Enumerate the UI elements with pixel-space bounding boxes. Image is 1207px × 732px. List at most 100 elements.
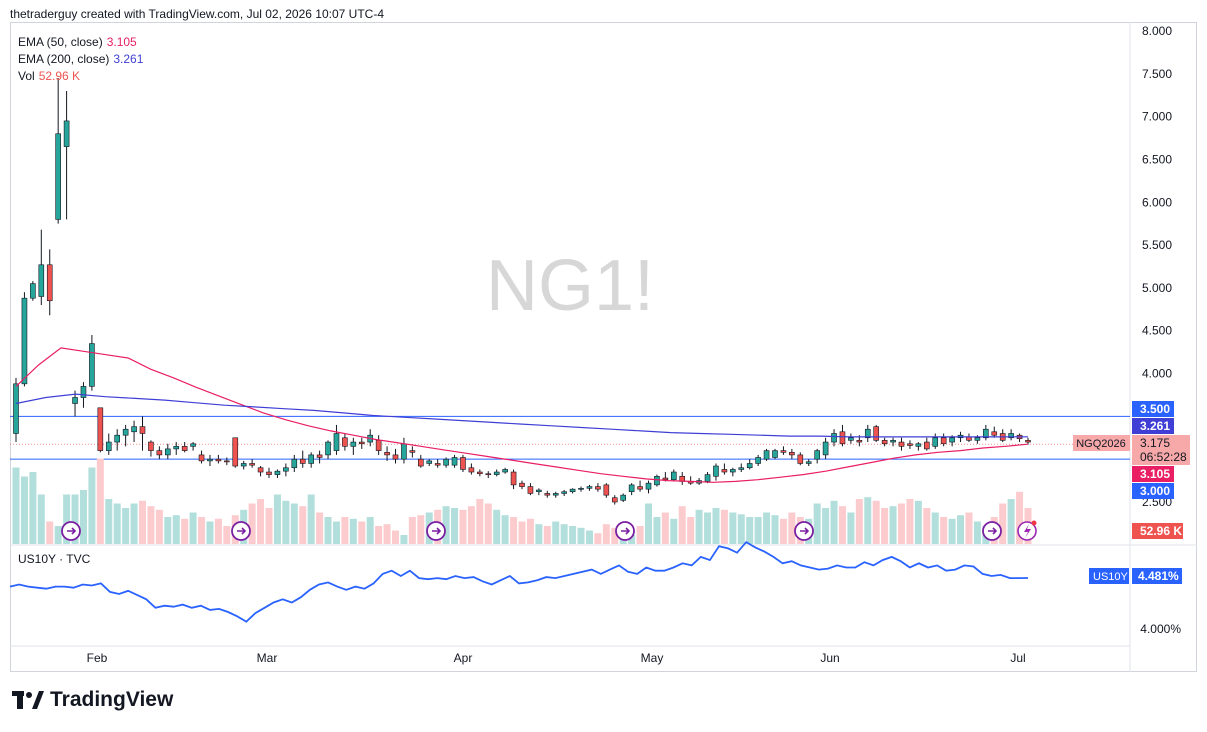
- candle[interactable]: [797, 452, 804, 466]
- candle[interactable]: [536, 488, 542, 496]
- candle[interactable]: [215, 454, 222, 464]
- candle[interactable]: [1016, 433, 1023, 443]
- candle[interactable]: [122, 424, 129, 447]
- candle[interactable]: [966, 433, 972, 443]
- candle[interactable]: [325, 440, 331, 460]
- candle[interactable]: [620, 493, 627, 502]
- candle[interactable]: [342, 433, 348, 451]
- candle[interactable]: [763, 448, 770, 461]
- event-arrow-icon[interactable]: [794, 521, 814, 541]
- candle[interactable]: [173, 442, 180, 455]
- candle[interactable]: [915, 442, 922, 451]
- candle[interactable]: [21, 292, 28, 387]
- legend-ema200[interactable]: EMA (200, close) 3.261: [18, 51, 143, 68]
- candle[interactable]: [527, 483, 534, 496]
- candle[interactable]: [789, 448, 795, 460]
- candle[interactable]: [384, 446, 390, 461]
- candle[interactable]: [746, 459, 753, 470]
- candle[interactable]: [932, 433, 939, 449]
- ema50-line[interactable]: [15, 347, 1029, 483]
- price-axis-label[interactable]: 52.96 K: [1132, 523, 1183, 539]
- candle[interactable]: [105, 433, 112, 455]
- candle[interactable]: [156, 446, 163, 460]
- us10y-line[interactable]: [9, 540, 1029, 623]
- candle[interactable]: [848, 433, 854, 444]
- candle[interactable]: [890, 437, 896, 447]
- candle[interactable]: [485, 471, 492, 479]
- event-arrow-icon[interactable]: [982, 521, 1002, 541]
- price-axis-label[interactable]: 3.000: [1132, 483, 1174, 499]
- price-axis-label[interactable]: 3.261: [1132, 418, 1174, 434]
- candle[interactable]: [923, 437, 930, 451]
- candle[interactable]: [713, 463, 719, 481]
- candle[interactable]: [814, 448, 820, 464]
- candle[interactable]: [114, 429, 120, 451]
- candle[interactable]: [375, 435, 382, 455]
- candle[interactable]: [460, 454, 466, 473]
- candle[interactable]: [502, 467, 508, 474]
- candle[interactable]: [283, 463, 289, 477]
- candle[interactable]: [687, 476, 694, 485]
- candle[interactable]: [864, 424, 871, 443]
- candle[interactable]: [274, 469, 281, 479]
- candle[interactable]: [38, 229, 45, 306]
- candle[interactable]: [409, 446, 416, 458]
- candle[interactable]: [645, 480, 652, 494]
- candle[interactable]: [628, 483, 635, 496]
- candle[interactable]: [316, 450, 323, 464]
- candle[interactable]: [198, 450, 205, 464]
- lightning-event-icon[interactable]: [1017, 520, 1037, 541]
- candle[interactable]: [544, 490, 551, 498]
- candle[interactable]: [1008, 429, 1014, 441]
- candle[interactable]: [805, 459, 812, 467]
- candle[interactable]: [266, 467, 272, 479]
- candle[interactable]: [63, 90, 70, 220]
- candle[interactable]: [831, 429, 837, 447]
- candle[interactable]: [46, 249, 53, 316]
- candle[interactable]: [721, 463, 728, 475]
- candle[interactable]: [637, 480, 643, 492]
- candle[interactable]: [333, 424, 340, 455]
- candle[interactable]: [308, 452, 314, 468]
- candle[interactable]: [257, 466, 264, 477]
- candle[interactable]: [299, 450, 306, 468]
- candle[interactable]: [181, 442, 188, 453]
- candle[interactable]: [89, 335, 95, 391]
- candle[interactable]: [704, 472, 711, 484]
- candle[interactable]: [97, 407, 104, 453]
- candle[interactable]: [881, 437, 888, 447]
- candle[interactable]: [999, 429, 1006, 443]
- candle[interactable]: [291, 454, 298, 473]
- event-arrow-icon[interactable]: [61, 521, 81, 541]
- candle[interactable]: [603, 483, 610, 498]
- candle[interactable]: [1025, 437, 1031, 445]
- candle[interactable]: [443, 457, 449, 468]
- candle[interactable]: [232, 437, 239, 468]
- candle[interactable]: [519, 480, 525, 490]
- candle[interactable]: [755, 454, 761, 467]
- candle[interactable]: [586, 484, 593, 491]
- candle[interactable]: [780, 446, 787, 455]
- candle[interactable]: [240, 460, 247, 470]
- tradingview-logo[interactable]: TradingView: [12, 688, 173, 712]
- candle[interactable]: [611, 495, 618, 505]
- candle[interactable]: [224, 457, 230, 466]
- ema200-line[interactable]: [15, 393, 1029, 438]
- candle[interactable]: [983, 424, 989, 441]
- candle[interactable]: [190, 442, 196, 451]
- candle[interactable]: [249, 459, 255, 468]
- legend-ema50[interactable]: EMA (50, close) 3.105: [18, 34, 137, 51]
- lower-pane-title[interactable]: US10Y · TVC: [18, 552, 91, 566]
- candle[interactable]: [13, 377, 19, 443]
- candle[interactable]: [940, 433, 947, 447]
- candle[interactable]: [468, 463, 475, 475]
- candle[interactable]: [392, 448, 399, 464]
- candle[interactable]: [148, 440, 154, 457]
- candle[interactable]: [670, 469, 677, 482]
- event-arrow-icon[interactable]: [231, 521, 251, 541]
- us10y-last-label[interactable]: US10Y 4.481%: [1089, 568, 1182, 584]
- candle[interactable]: [55, 78, 61, 224]
- candle[interactable]: [738, 463, 745, 473]
- candle[interactable]: [477, 469, 483, 477]
